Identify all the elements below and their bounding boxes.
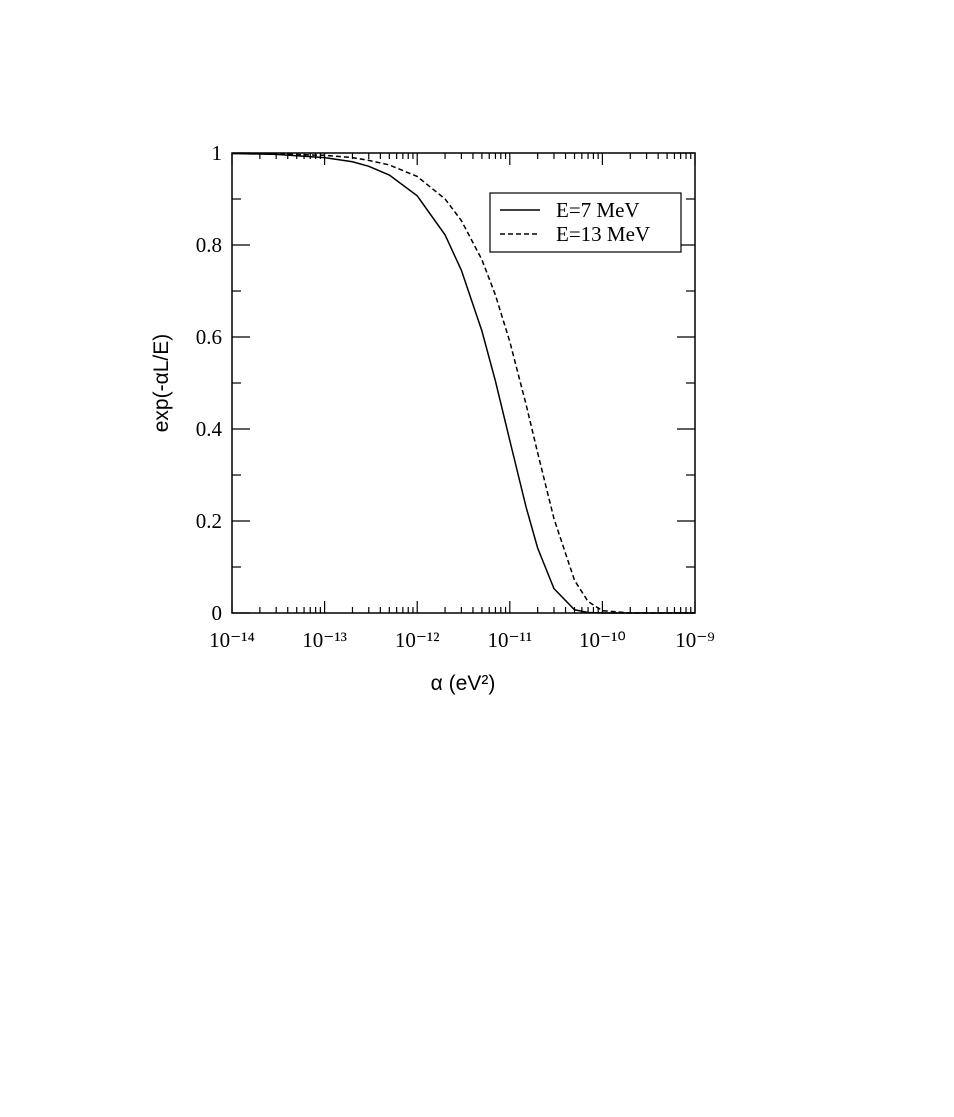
x-tick-label: 10⁻¹² xyxy=(395,628,440,652)
x-axis-title: α (eV²) xyxy=(431,672,496,695)
y-tick-label: 0.2 xyxy=(196,509,222,533)
legend-label: E=13 MeV xyxy=(556,222,650,246)
series-line xyxy=(231,152,695,614)
y-axis-title: exp(-αL/E) xyxy=(150,334,173,433)
x-tick-label: 10⁻¹⁴ xyxy=(209,628,255,652)
x-tick-label: 10⁻⁹ xyxy=(675,628,714,652)
x-tick-label: 10⁻¹³ xyxy=(302,628,347,652)
legend-label: E=7 MeV xyxy=(556,198,640,222)
legend-box xyxy=(489,192,682,253)
y-tick-label: 1 xyxy=(212,141,223,165)
series-line xyxy=(231,152,695,614)
x-tick-label: 10⁻¹¹ xyxy=(487,628,532,652)
y-tick-label: 0.6 xyxy=(196,325,222,349)
y-tick-label: 0.4 xyxy=(196,417,223,441)
y-tick-label: 0 xyxy=(212,601,223,625)
x-tick-label: 10⁻¹⁰ xyxy=(579,628,626,652)
y-tick-label: 0.8 xyxy=(196,233,222,257)
